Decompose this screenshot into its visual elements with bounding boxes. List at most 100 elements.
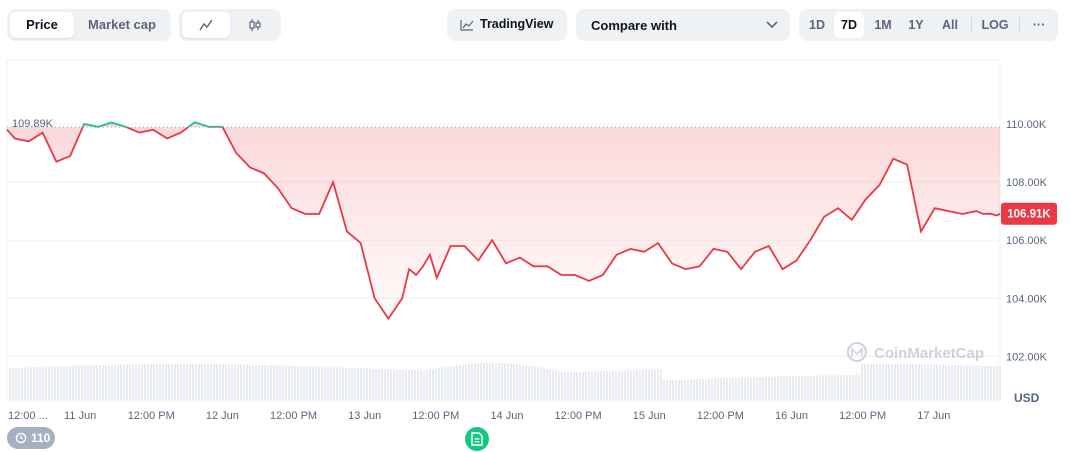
- volume-bar: [423, 370, 425, 400]
- tab-market-cap[interactable]: Market cap: [88, 17, 156, 32]
- volume-bar: [681, 379, 683, 400]
- range-divider: [971, 17, 972, 33]
- tab-price[interactable]: Price: [10, 12, 74, 38]
- volume-bar: [504, 363, 506, 400]
- volume-bar: [123, 364, 125, 400]
- volume-bar: [99, 365, 101, 400]
- range-7d[interactable]: 7D: [834, 12, 864, 38]
- volume-bar: [909, 364, 911, 400]
- volume-bar: [540, 367, 542, 400]
- volume-bar: [270, 365, 272, 400]
- volume-bar: [618, 370, 620, 400]
- volume-bar: [633, 370, 635, 400]
- volume-bar: [936, 364, 938, 400]
- volume-bar: [498, 362, 500, 400]
- volume-bar: [252, 364, 254, 400]
- volume-bar: [516, 364, 518, 400]
- volume-bar: [765, 376, 767, 400]
- volume-bar: [603, 371, 605, 400]
- volume-bar: [324, 366, 326, 400]
- volume-bar: [699, 379, 701, 400]
- volume-bar: [855, 375, 857, 400]
- volume-bar: [828, 375, 830, 400]
- compare-with-select[interactable]: Compare with: [576, 9, 790, 41]
- volume-bar: [273, 365, 275, 400]
- volume-bar: [831, 375, 833, 400]
- more-options-button[interactable]: ···: [1032, 18, 1046, 32]
- volume-bar: [336, 367, 338, 400]
- volume-bar: [111, 364, 113, 400]
- volume-bars: [9, 362, 1001, 400]
- tradingview-button[interactable]: TradingView: [447, 9, 567, 41]
- volume-bar: [990, 366, 992, 400]
- volume-bar: [585, 371, 587, 400]
- volume-bar: [951, 364, 953, 400]
- volume-bar: [588, 371, 590, 400]
- volume-bar: [24, 367, 26, 400]
- volume-bar: [411, 369, 413, 400]
- volume-bar: [747, 377, 749, 400]
- volume-bar: [189, 364, 191, 400]
- volume-bar: [345, 367, 347, 400]
- x-tick-label: 16 Jun: [775, 410, 808, 422]
- volume-bar: [222, 364, 224, 400]
- volume-bar: [999, 366, 1001, 400]
- volume-bar: [939, 364, 941, 400]
- volume-bar: [876, 364, 878, 400]
- volume-bar: [321, 366, 323, 400]
- volume-bar: [429, 369, 431, 400]
- volume-bar: [807, 375, 809, 400]
- line-chart-button[interactable]: [182, 12, 230, 38]
- range-selector: 1D 7D 1M 1Y All LOG ···: [799, 9, 1058, 41]
- volume-bar: [168, 364, 170, 400]
- volume-bar: [615, 370, 617, 400]
- y-tick-label: 106.00K: [1006, 235, 1048, 247]
- volume-bar: [156, 364, 158, 400]
- range-1m[interactable]: 1M: [874, 18, 892, 32]
- volume-bar: [231, 364, 233, 400]
- price-area-fill: [7, 122, 1000, 319]
- volume-bar: [894, 364, 896, 400]
- volume-bar: [288, 365, 290, 400]
- x-tick-label: 12:00 PM: [412, 410, 459, 422]
- volume-bar: [207, 364, 209, 400]
- volume-bar: [213, 364, 215, 400]
- volume-bar: [669, 380, 671, 400]
- volume-bar: [591, 371, 593, 400]
- volume-bar: [705, 378, 707, 400]
- volume-bar: [501, 363, 503, 400]
- x-tick-label: 12:00 ...: [8, 410, 48, 422]
- log-scale-toggle[interactable]: LOG: [981, 18, 1009, 32]
- volume-bar: [450, 366, 452, 400]
- volume-bar: [84, 365, 86, 400]
- volume-bar: [408, 369, 410, 400]
- volume-bar: [801, 375, 803, 400]
- news-event-marker[interactable]: [465, 427, 489, 451]
- volume-bar: [891, 364, 893, 400]
- volume-bar: [546, 368, 548, 400]
- volume-bar: [756, 377, 758, 400]
- history-badge[interactable]: 110: [7, 427, 55, 449]
- volume-bar: [117, 364, 119, 400]
- x-tick-label: 11 Jun: [64, 410, 96, 422]
- tradingview-label: TradingView: [480, 17, 554, 31]
- volume-bar: [852, 375, 854, 400]
- volume-bar: [66, 365, 68, 400]
- volume-bar: [531, 366, 533, 400]
- volume-bar: [339, 367, 341, 400]
- currency-label: USD: [1014, 391, 1040, 405]
- candlestick-icon: [249, 19, 261, 31]
- volume-bar: [426, 370, 428, 400]
- volume-bar: [78, 365, 80, 400]
- volume-bar: [948, 364, 950, 400]
- volume-bar: [702, 378, 704, 400]
- volume-bar: [87, 365, 89, 400]
- range-1d[interactable]: 1D: [809, 18, 825, 32]
- volume-bar: [387, 369, 389, 400]
- range-1y[interactable]: 1Y: [908, 18, 924, 32]
- volume-bar: [957, 365, 959, 400]
- candlestick-button[interactable]: [232, 12, 278, 38]
- volume-bar: [228, 364, 230, 400]
- range-all[interactable]: All: [942, 18, 958, 32]
- document-icon: [471, 432, 483, 446]
